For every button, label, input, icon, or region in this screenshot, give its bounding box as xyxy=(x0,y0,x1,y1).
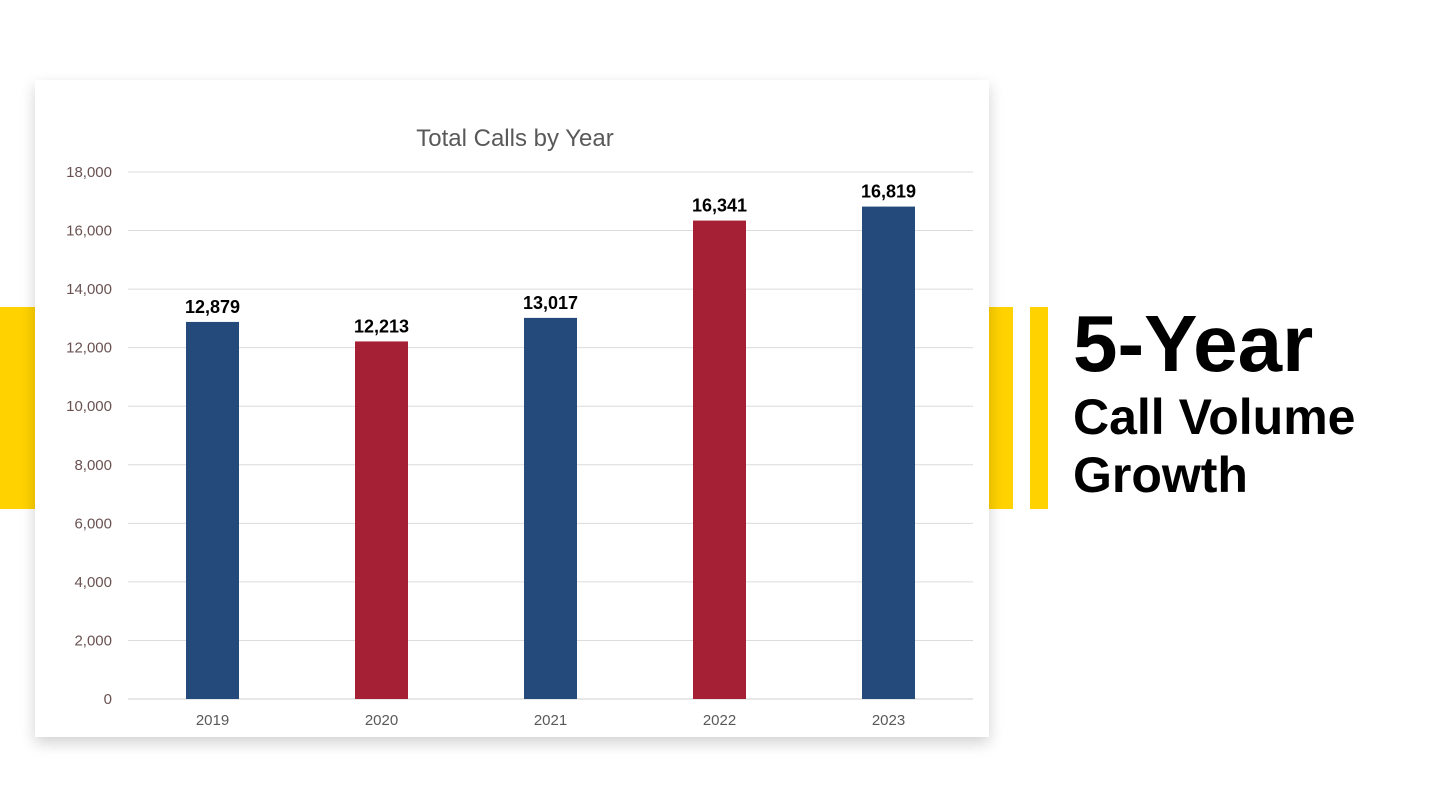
headline-line1: Call Volume xyxy=(1073,389,1356,445)
right-accent-bar-1 xyxy=(989,307,1013,509)
y-tick-label: 12,000 xyxy=(66,340,112,357)
y-tick-label: 4,000 xyxy=(74,574,112,591)
data-label: 13,017 xyxy=(523,293,578,313)
x-tick-label: 2020 xyxy=(365,712,398,729)
data-label: 16,819 xyxy=(861,182,916,202)
right-accent-bar-2 xyxy=(1030,307,1048,509)
y-tick-label: 10,000 xyxy=(66,398,112,415)
bar-2019 xyxy=(186,321,239,699)
y-tick-label: 6,000 xyxy=(74,515,112,532)
x-tick-label: 2019 xyxy=(196,712,229,729)
y-tick-label: 8,000 xyxy=(74,457,112,474)
x-tick-label: 2021 xyxy=(534,712,567,729)
headline-big: 5-Year xyxy=(1073,299,1314,388)
bar-2021 xyxy=(524,317,577,699)
bar-2020 xyxy=(355,341,408,699)
bar-2023 xyxy=(862,206,915,699)
x-tick-label: 2022 xyxy=(703,712,736,729)
y-tick-label: 0 xyxy=(104,691,112,708)
y-tick-label: 14,000 xyxy=(66,281,112,298)
y-tick-label: 18,000 xyxy=(66,164,112,181)
left-accent-bar xyxy=(0,307,35,509)
y-tick-label: 2,000 xyxy=(74,632,112,649)
data-label: 16,341 xyxy=(692,196,747,216)
headline-line2: Growth xyxy=(1073,447,1248,503)
bar-2022 xyxy=(693,220,746,699)
headline: 5-Year Call Volume Growth xyxy=(1073,300,1355,504)
y-tick-label: 16,000 xyxy=(66,223,112,240)
data-label: 12,879 xyxy=(185,297,240,317)
x-tick-label: 2023 xyxy=(872,712,905,729)
data-label: 12,213 xyxy=(354,316,409,336)
chart-card: Total Calls by Year 0 2,000 4,000 6,000 8,000… xyxy=(35,80,989,737)
chart-title: Total Calls by Year xyxy=(416,125,613,152)
bar-chart: Total Calls by Year 0 2,000 4,000 6,000 8,000… xyxy=(66,125,973,729)
